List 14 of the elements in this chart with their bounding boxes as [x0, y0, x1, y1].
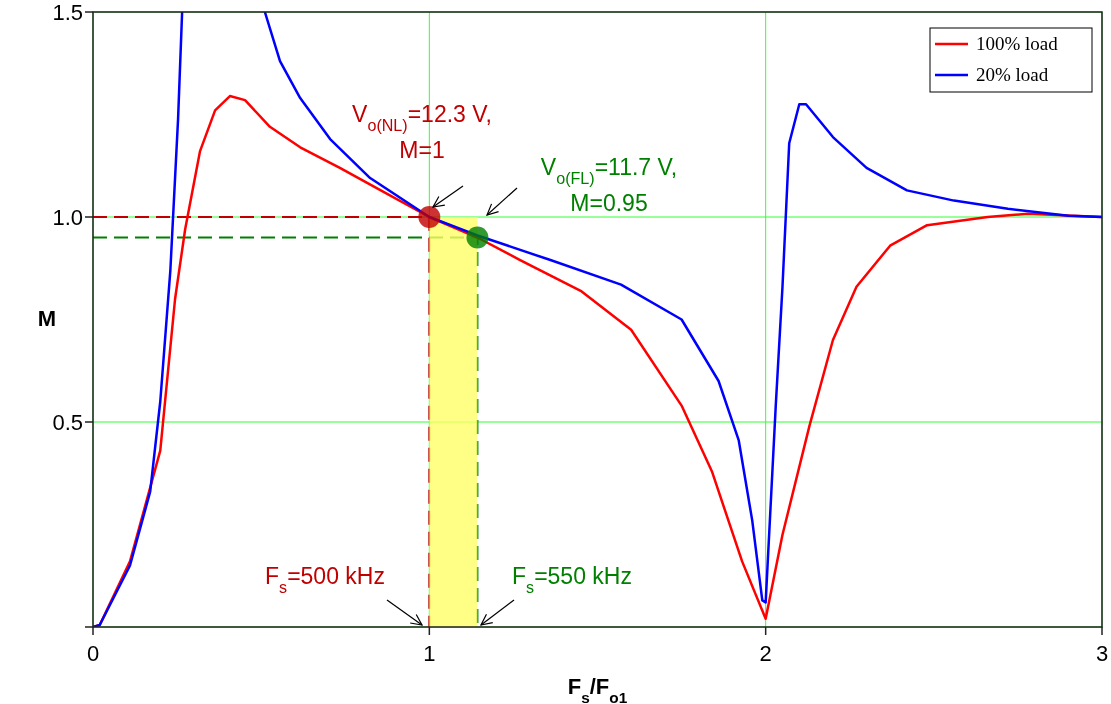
x-tick-label: 0 — [86, 641, 100, 666]
x-tick-label: 1 — [423, 641, 436, 666]
x-tick-label: 2 — [759, 641, 772, 666]
x-tick-label: 3 — [1095, 641, 1109, 666]
y-axis-title: M — [37, 306, 57, 331]
x-axis-title: F$_{s}$/F$_{o1}$ — [567, 674, 628, 704]
y-tick-label: 1.0 — [52, 205, 83, 230]
legend-label: 20% load — [976, 64, 1049, 85]
legend-label: 100% load — [976, 33, 1059, 54]
annotation: V$_{o(FL)}$=11.7 V, M=0.95 — [540, 154, 678, 216]
y-tick-label: 0.5 — [52, 410, 83, 435]
y-tick-label: 1.5 — [52, 0, 83, 25]
annotation: F$_{s}$=500 kHz — [265, 563, 385, 596]
annotation: F$_{s}$=550 kHz — [512, 563, 632, 596]
